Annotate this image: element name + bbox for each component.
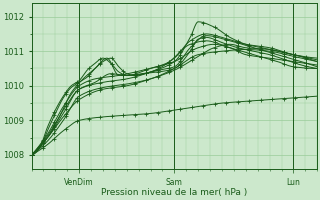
X-axis label: Pression niveau de la mer( hPa ): Pression niveau de la mer( hPa )	[101, 188, 247, 197]
